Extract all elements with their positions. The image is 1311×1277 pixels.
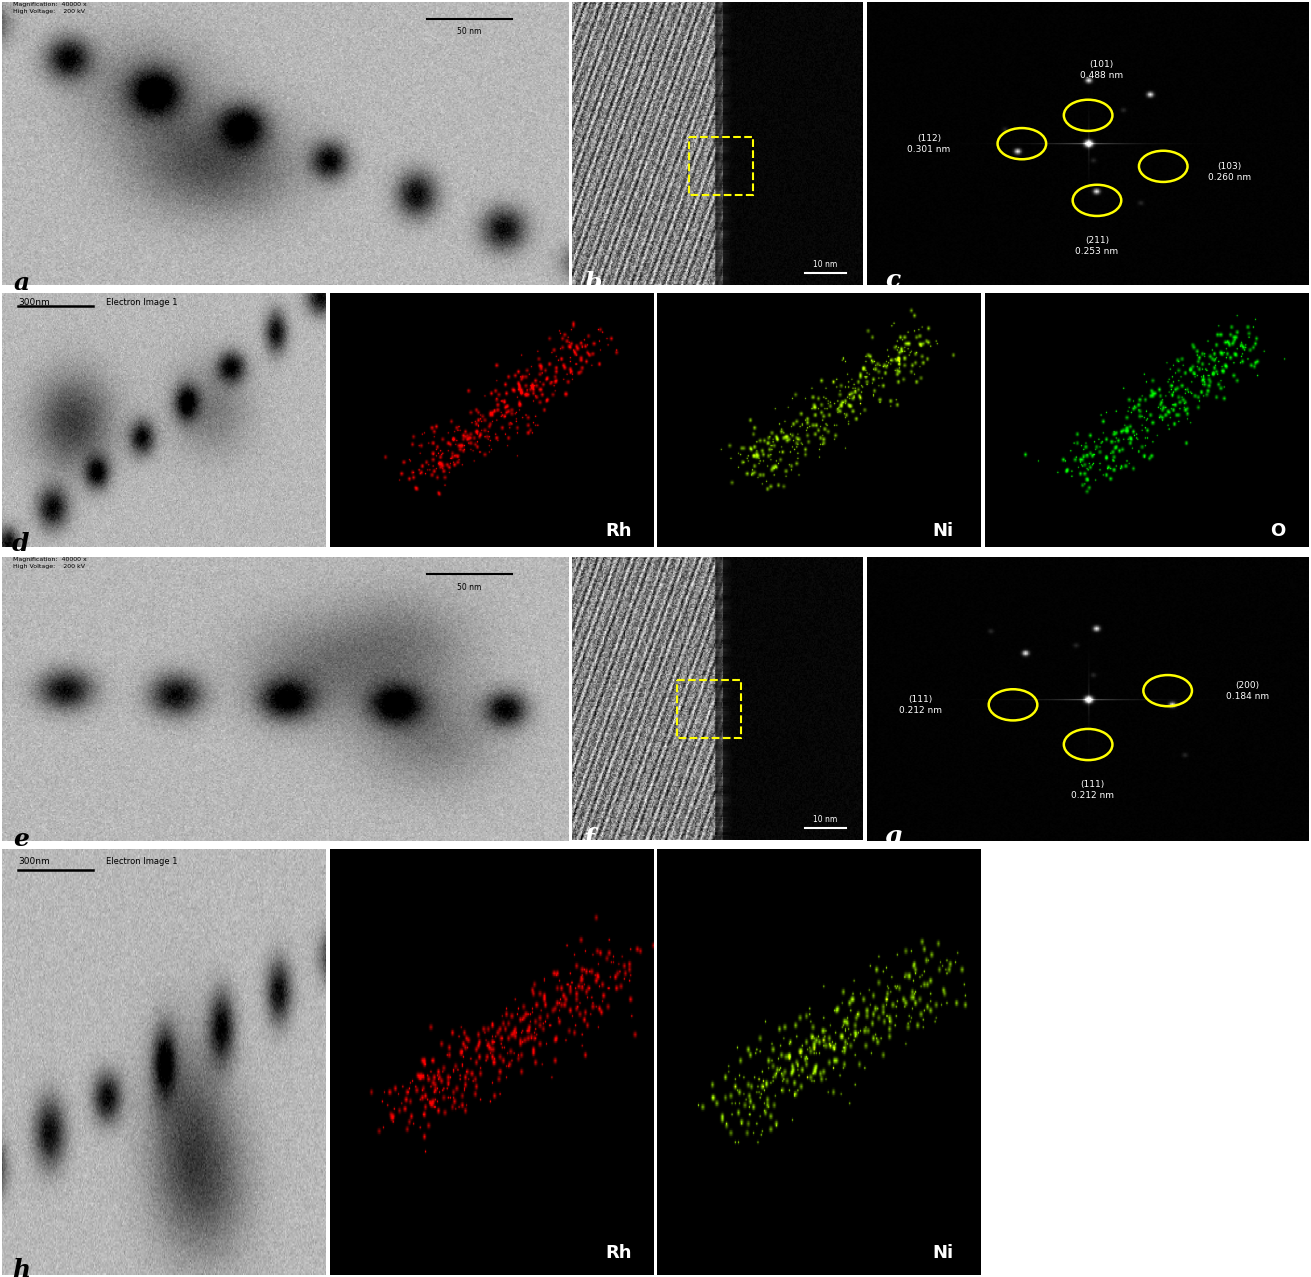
Text: 50 nm: 50 nm [458, 27, 481, 37]
Text: Rh: Rh [604, 1244, 632, 1262]
Text: g: g [885, 824, 902, 848]
Text: Magnification:  40000 x
High Voltage:    200 kV: Magnification: 40000 x High Voltage: 200… [13, 3, 87, 14]
Text: a: a [13, 271, 30, 295]
Text: (112)
0.301 nm: (112) 0.301 nm [907, 134, 950, 153]
Text: (101)
0.488 nm: (101) 0.488 nm [1080, 60, 1124, 80]
Text: (200)
0.184 nm: (200) 0.184 nm [1226, 681, 1269, 701]
Text: 10 nm: 10 nm [813, 815, 836, 824]
Text: Electron Image 1: Electron Image 1 [106, 298, 177, 308]
Text: 50 nm: 50 nm [458, 582, 481, 593]
Text: (111)
0.212 nm: (111) 0.212 nm [1071, 780, 1114, 799]
Text: 300nm: 300nm [18, 298, 50, 308]
Bar [688, 137, 753, 195]
Text: 300nm: 300nm [18, 857, 50, 866]
Bar [676, 679, 741, 738]
Text: d: d [12, 533, 29, 555]
Text: (111)
0.212 nm: (111) 0.212 nm [899, 695, 941, 715]
Text: f: f [583, 826, 595, 850]
Text: Magnification:  40000 x
High Voltage:    200 kV: Magnification: 40000 x High Voltage: 200… [13, 557, 87, 570]
Text: 10 nm: 10 nm [813, 259, 836, 268]
Text: Ni: Ni [932, 1244, 954, 1262]
Text: c: c [885, 268, 901, 292]
Text: e: e [13, 826, 29, 850]
Text: h: h [12, 1258, 30, 1277]
Text: (103)
0.260 nm: (103) 0.260 nm [1207, 162, 1251, 183]
Text: b: b [583, 271, 602, 295]
Text: (211)
0.253 nm: (211) 0.253 nm [1075, 236, 1118, 255]
Text: Ni: Ni [932, 521, 954, 540]
Text: Electron Image 1: Electron Image 1 [106, 857, 177, 866]
Text: O: O [1270, 521, 1285, 540]
Text: Rh: Rh [604, 521, 632, 540]
